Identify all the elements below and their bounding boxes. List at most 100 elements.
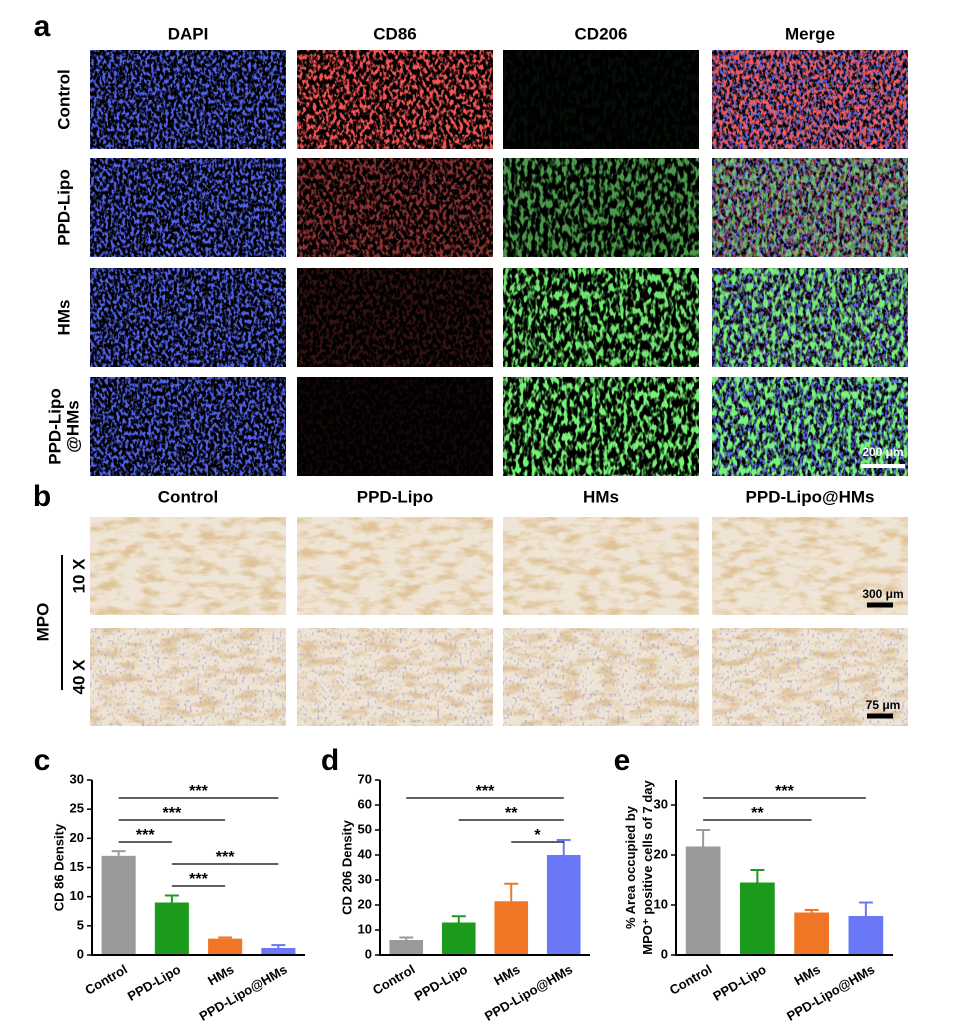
y-tick-label: 10 <box>654 896 668 911</box>
scale-label: 200 μm <box>862 445 903 459</box>
significance-label: ** <box>505 805 518 822</box>
cd206-signal <box>503 158 699 257</box>
column-header: HMs <box>583 487 619 506</box>
ihc-nuclei <box>90 628 286 726</box>
ihc-nuclei <box>297 628 493 726</box>
ihc-stain <box>503 517 699 615</box>
significance-label: ** <box>751 805 764 822</box>
column-header: PPD-Lipo <box>357 487 434 506</box>
bar <box>154 902 189 955</box>
ihc-nuclei <box>503 628 699 726</box>
x-tick-label: PPD-Lipo@HMs <box>197 962 290 1023</box>
panel-label: b <box>33 480 51 513</box>
stain-label: MPO <box>33 603 52 642</box>
column-header: CD206 <box>575 24 628 43</box>
bar <box>389 940 424 955</box>
column-header: PPD-Lipo@HMs <box>746 487 875 506</box>
panel-label: e <box>614 744 631 777</box>
micrographs <box>61 50 908 726</box>
significance-label: *** <box>136 827 155 844</box>
column-header: Merge <box>785 24 835 43</box>
x-tick-label: HMs <box>491 962 522 989</box>
x-tick-label: HMs <box>205 962 236 989</box>
x-tick-label: Control <box>667 962 715 998</box>
significance-label: * <box>534 827 541 844</box>
y-tick-label: 0 <box>77 946 84 961</box>
column-header: DAPI <box>168 24 209 43</box>
y-tick-label: 30 <box>70 771 84 786</box>
bar <box>494 901 529 955</box>
y-tick-label: 30 <box>358 871 372 886</box>
x-tick-label: PPD-Lipo <box>125 962 183 1004</box>
labels: a b c d e DAPI CD86 CD206 Merge Control PPD-Lipo HM… <box>33 10 904 777</box>
y-axis-label: CD 86 Density <box>51 823 66 911</box>
y-tick-label: 25 <box>70 801 84 816</box>
y-tick-label: 60 <box>358 796 372 811</box>
cd206-signal <box>712 377 908 476</box>
x-tick-label: PPD-Lipo <box>710 962 768 1004</box>
cd206-signal <box>503 50 699 149</box>
bar <box>546 855 581 955</box>
dapi-signal <box>90 50 286 149</box>
ihc-nuclei <box>712 628 908 726</box>
cd206-signal <box>503 268 699 367</box>
ihc-stain <box>297 517 493 615</box>
panel-label: d <box>321 744 339 777</box>
cd206-signal <box>712 158 908 257</box>
row-label: PPD-Lipo <box>45 388 64 465</box>
row-label: 10 X <box>69 558 88 594</box>
y-tick-label: 20 <box>70 830 84 845</box>
bar <box>848 916 884 955</box>
x-tick-label: PPD-Lipo <box>412 962 470 1004</box>
cd86-signal <box>297 268 493 367</box>
column-header: CD86 <box>373 24 416 43</box>
significance-label: *** <box>163 805 182 822</box>
y-tick-label: 0 <box>365 946 372 961</box>
ihc-stain <box>712 517 908 615</box>
row-label: PPD-Lipo <box>54 169 73 246</box>
scale-label: 300 μm <box>862 587 903 601</box>
scale-label: 75 μm <box>866 698 901 712</box>
y-tick-label: 70 <box>358 771 372 786</box>
panel-label: c <box>34 744 51 777</box>
cd86-signal <box>297 50 493 149</box>
y-tick-label: 20 <box>358 896 372 911</box>
y-axis-label: CD 206 Density <box>339 819 354 914</box>
row-label: Control <box>54 69 73 129</box>
cd86-signal <box>297 377 493 476</box>
y-tick-label: 20 <box>654 846 668 861</box>
significance-label: *** <box>476 783 495 800</box>
bar <box>794 912 829 955</box>
cd206-signal <box>712 268 908 367</box>
y-axis-label: % Area occupied by <box>623 805 638 929</box>
significance-label: *** <box>775 783 794 800</box>
y-tick-label: 5 <box>77 917 84 932</box>
y-tick-label: 0 <box>661 946 668 961</box>
y-axis-label: MPO⁺ positive cells of 7 day <box>640 780 655 955</box>
row-label: @HMs <box>63 400 82 452</box>
y-tick-label: 15 <box>70 859 84 874</box>
dapi-signal <box>90 377 286 476</box>
significance-label: *** <box>189 871 208 888</box>
bar <box>101 855 136 955</box>
dapi-signal <box>90 268 286 367</box>
y-tick-label: 40 <box>358 846 372 861</box>
bar <box>261 948 296 955</box>
row-label: HMs <box>54 300 73 336</box>
x-tick-label: Control <box>370 962 418 998</box>
bar <box>441 922 476 955</box>
column-header: Control <box>158 487 218 506</box>
x-tick-label: PPD-Lipo@HMs <box>482 962 575 1023</box>
bar <box>208 938 243 955</box>
x-tick-label: Control <box>82 962 130 998</box>
y-tick-label: 10 <box>70 888 84 903</box>
cd86-signal <box>297 158 493 257</box>
ihc-stain <box>90 517 286 615</box>
x-tick-label: HMs <box>792 962 823 989</box>
cd206-signal <box>503 377 699 476</box>
dapi-signal <box>90 158 286 257</box>
